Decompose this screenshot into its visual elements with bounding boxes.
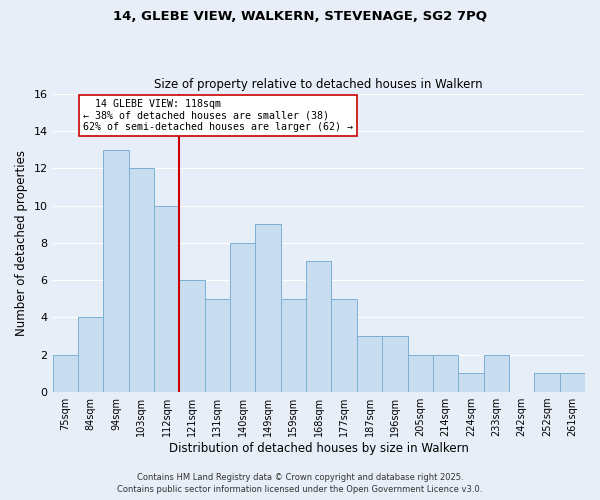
Bar [382,336,407,392]
Bar [534,374,560,392]
Bar [306,262,331,392]
Y-axis label: Number of detached properties: Number of detached properties [15,150,28,336]
Bar [331,299,357,392]
Bar [560,374,585,392]
Bar [230,243,256,392]
Bar [433,355,458,392]
Bar [205,299,230,392]
Bar [256,224,281,392]
Bar [458,374,484,392]
Bar [484,355,509,392]
Text: Contains HM Land Registry data © Crown copyright and database right 2025.
Contai: Contains HM Land Registry data © Crown c… [118,472,482,494]
Bar [78,318,103,392]
Title: Size of property relative to detached houses in Walkern: Size of property relative to detached ho… [154,78,483,91]
Bar [53,355,78,392]
Bar [128,168,154,392]
Text: 14 GLEBE VIEW: 118sqm
← 38% of detached houses are smaller (38)
62% of semi-deta: 14 GLEBE VIEW: 118sqm ← 38% of detached … [83,99,353,132]
X-axis label: Distribution of detached houses by size in Walkern: Distribution of detached houses by size … [169,442,469,455]
Text: 14, GLEBE VIEW, WALKERN, STEVENAGE, SG2 7PQ: 14, GLEBE VIEW, WALKERN, STEVENAGE, SG2 … [113,10,487,23]
Bar [103,150,128,392]
Bar [154,206,179,392]
Bar [281,299,306,392]
Bar [357,336,382,392]
Bar [407,355,433,392]
Bar [179,280,205,392]
